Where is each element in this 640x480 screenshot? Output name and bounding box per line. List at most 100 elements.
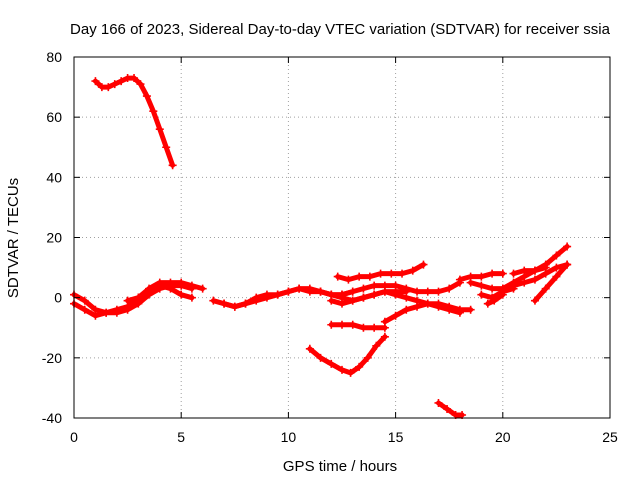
data-point-arc-7-3 [365, 272, 374, 281]
chart-title: Day 166 of 2023, Sidereal Day-to-day VTE… [70, 21, 611, 38]
data-point-arc-19-3 [563, 260, 572, 269]
data-point-arc-19-0 [530, 296, 539, 305]
data-point-arc-3-2 [91, 311, 100, 320]
data-point-arc-11-5 [434, 299, 443, 308]
y-tick-label-3: 20 [46, 230, 62, 246]
y-axis-title: SDTVAR / TECUs [5, 178, 22, 298]
data-point-arc-6-3 [252, 293, 261, 302]
series-arc-20 [483, 290, 507, 308]
data-point-arc-12-7 [372, 341, 381, 350]
data-point-arc-15-1 [477, 281, 486, 290]
data-point-arc-18-1 [520, 266, 529, 275]
data-point-arc-3-1 [80, 305, 89, 314]
series-line-arc-1 [92, 75, 176, 168]
data-point-arc-13-0 [434, 398, 443, 407]
data-point-arc-1-7 [136, 80, 145, 89]
data-point-arc-12-4 [346, 368, 355, 377]
data-point-arc-1-11 [162, 143, 171, 152]
data-point-arc-14-3 [488, 269, 497, 278]
data-point-arc-4-6 [187, 293, 196, 302]
data-point-arc-10-2 [348, 320, 357, 329]
data-point-arc-10-0 [327, 320, 336, 329]
data-point-arc-4-4 [166, 284, 175, 293]
y-tick-label-1: -20 [42, 350, 62, 366]
data-point-arc-19-2 [552, 272, 561, 281]
data-point-arc-9-4 [370, 290, 379, 299]
data-point-arc-8-4 [359, 284, 368, 293]
data-point-arc-18-3 [541, 263, 550, 272]
data-point-arc-19-1 [541, 284, 550, 293]
series-arc-10 [327, 320, 389, 332]
data-point-arc-4-3 [155, 281, 164, 290]
data-point-arc-3-12 [198, 284, 207, 293]
data-point-arc-6-0 [220, 299, 229, 308]
x-tick-label-0: 0 [70, 429, 78, 445]
series-line-arc-16 [478, 286, 516, 301]
data-point-arc-8-0 [316, 287, 325, 296]
data-point-arc-12-8 [380, 332, 389, 341]
data-point-arc-7-1 [344, 275, 353, 284]
series-arc-4 [123, 281, 196, 305]
data-point-arc-11-4 [423, 299, 432, 308]
data-point-arc-7-2 [355, 272, 364, 281]
data-point-arc-1-8 [142, 92, 151, 101]
series-line-arc-19 [532, 262, 570, 304]
data-point-arc-7-8 [419, 260, 428, 269]
data-point-arc-12-0 [305, 344, 314, 353]
data-point-arc-8-10 [423, 287, 432, 296]
x-tick-label-2: 10 [281, 429, 297, 445]
data-point-arc-7-7 [408, 266, 417, 275]
data-point-arc-9-3 [359, 293, 368, 302]
data-point-arc-6-4 [262, 290, 271, 299]
data-point-arc-7-5 [387, 269, 396, 278]
data-point-arc-6-5 [273, 290, 282, 299]
data-point-arc-1-10 [155, 125, 164, 134]
data-point-arc-3-10 [177, 278, 186, 287]
data-point-arc-16-0 [477, 290, 486, 299]
data-point-arc-3-4 [112, 305, 121, 314]
y-tick-label-0: -40 [42, 410, 62, 426]
data-point-arc-6-1 [230, 302, 239, 311]
data-point-arc-15-6 [530, 275, 539, 284]
data-point-arc-9-1 [338, 299, 346, 308]
data-point-arc-1-3 [110, 80, 119, 89]
data-point-arc-8-5 [370, 281, 379, 290]
axis-layer: 0 5 10 15 20 25 -40 -20 0 20 40 60 80 [42, 49, 618, 445]
data-point-arc-3-3 [102, 308, 111, 317]
data-point-arc-1-4 [117, 77, 126, 86]
series-arc-11 [380, 299, 475, 326]
data-point-arc-8-3 [348, 287, 357, 296]
data-point-arc-12-1 [316, 353, 325, 362]
data-point-arc-1-9 [149, 107, 158, 116]
data-point-arc-14-0 [455, 275, 464, 284]
x-tick-label-1: 5 [177, 429, 185, 445]
data-point-arc-10-1 [338, 320, 346, 329]
data-point-arc-5-0 [209, 296, 218, 305]
data-point-arc-6-2 [241, 299, 250, 308]
data-point-arc-1-6 [130, 74, 139, 83]
data-point-arc-11-6 [445, 302, 454, 311]
x-axis-title: GPS time / hours [283, 458, 397, 475]
data-point-arc-8-9 [413, 287, 422, 296]
data-point-arc-20-0 [483, 299, 492, 308]
data-point-arc-6-7 [295, 284, 304, 293]
data-point-arc-4-1 [134, 293, 143, 302]
data-point-arc-7-6 [398, 269, 407, 278]
data-point-arc-11-7 [455, 305, 464, 314]
data-point-arc-15-8 [552, 263, 561, 272]
series-arc-7 [333, 260, 428, 284]
data-point-arc-17-5 [552, 251, 561, 260]
data-point-arc-7-4 [376, 269, 385, 278]
data-point-arc-12-3 [338, 365, 346, 374]
data-point-arc-10-3 [359, 323, 368, 332]
x-tick-label-4: 20 [495, 429, 511, 445]
data-point-arc-18-0 [509, 269, 518, 278]
data-point-arc-11-8 [466, 305, 475, 314]
data-point-arc-14-4 [498, 269, 507, 278]
data-point-arc-11-0 [380, 317, 389, 326]
data-point-arc-12-5 [355, 362, 364, 371]
data-point-arc-4-2 [145, 287, 154, 296]
data-point-arc-9-7 [402, 293, 411, 302]
data-point-arc-11-2 [402, 305, 411, 314]
x-tick-label-5: 25 [602, 429, 618, 445]
